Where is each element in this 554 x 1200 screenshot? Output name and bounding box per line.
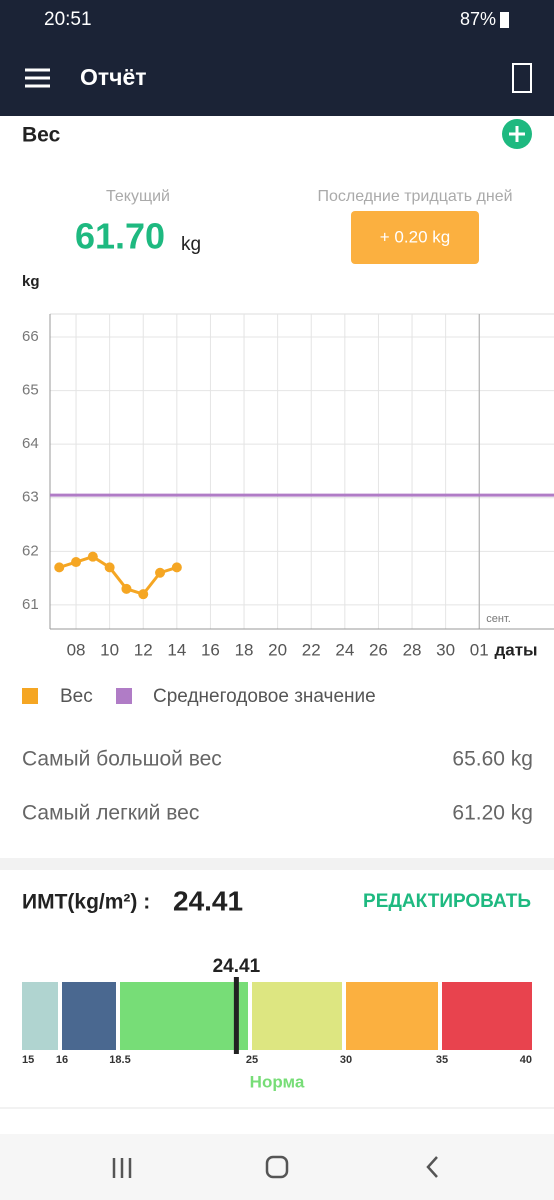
legend-swatch [116, 688, 132, 704]
bmi-bound-label: 15 [22, 1054, 34, 1066]
x-tick-label: 01 [470, 640, 489, 659]
y-tick-label: 61 [22, 596, 39, 613]
bmi-segment [442, 982, 532, 1050]
bmi-bound-label: 35 [436, 1054, 448, 1066]
data-point [87, 551, 98, 562]
bmi-segment [252, 982, 342, 1050]
bmi-label: ИМТ(kg/m²) : [22, 891, 150, 914]
battery: 87% [460, 9, 496, 29]
bmi-value: 24.41 [173, 885, 243, 916]
stat-value: 61.20 kg [452, 802, 533, 825]
x-tick-label: 28 [403, 640, 422, 659]
x-tick-label: 14 [167, 640, 186, 659]
bmi-bound-label: 25 [246, 1054, 258, 1066]
x-tick-label: 24 [335, 640, 354, 659]
stat-value: 65.60 kg [452, 748, 533, 771]
bmi-bound-label: 18.5 [109, 1054, 130, 1066]
bmi-category: Норма [250, 1072, 305, 1091]
data-point [171, 562, 182, 573]
change-label: Последние тридцать дней [317, 188, 512, 205]
bmi-segment [346, 982, 438, 1050]
data-point [155, 567, 166, 578]
x-tick-label: 08 [67, 640, 86, 659]
stat-label: Самый легкий вес [22, 802, 199, 825]
x-tick-label: 12 [134, 640, 153, 659]
edit-button[interactable]: РЕДАКТИРОВАТЬ [363, 891, 531, 912]
x-tick-label: 22 [302, 640, 321, 659]
data-point [121, 583, 132, 594]
y-tick-label: 65 [22, 382, 39, 399]
stat-label: Самый большой вес [22, 748, 222, 771]
y-axis-label: kg [22, 273, 40, 290]
x-tick-label: 10 [100, 640, 119, 659]
y-tick-label: 64 [22, 435, 39, 452]
bmi-scale: 15 16 18.5 25 30 35 40 24.41 [22, 956, 532, 1066]
bmi-bound-label: 16 [56, 1054, 68, 1066]
home-button[interactable] [265, 1155, 289, 1179]
annotation: сент. [486, 613, 511, 625]
y-tick-label: 63 [22, 489, 39, 506]
recent-apps-button[interactable] [112, 1158, 132, 1178]
chart: 61 62 63 64 65 66 08 10 12 14 16 18 20 22 24 26 28 30 01 се… [22, 313, 554, 659]
x-axis-label: даты [494, 640, 537, 659]
app-title: Отчёт [80, 64, 147, 90]
nav-bar [0, 1134, 554, 1200]
legend-swatch [22, 688, 38, 704]
current-label: Текущий [106, 188, 170, 205]
divider [0, 858, 554, 870]
y-tick-label: 66 [22, 328, 39, 345]
x-tick-label: 18 [235, 640, 254, 659]
battery-icon [500, 12, 509, 28]
data-point [104, 562, 115, 573]
ad-button[interactable] [512, 63, 532, 93]
x-tick-label: 30 [436, 640, 455, 659]
change-badge [351, 211, 479, 264]
section-title: Вес [22, 124, 61, 147]
bmi-segment [120, 982, 248, 1050]
data-point [54, 562, 65, 573]
change-value: + 0.20 kg [380, 227, 450, 246]
bmi-bound-label: 40 [520, 1054, 532, 1066]
x-tick-label: 16 [201, 640, 220, 659]
bmi-bound-label: 30 [340, 1054, 352, 1066]
current-unit: kg [181, 234, 201, 255]
data-point [71, 557, 82, 568]
clock: 20:51 [44, 9, 92, 30]
legend-label: Среднегодовое значение [153, 686, 376, 707]
y-tick-label: 62 [22, 542, 39, 559]
x-tick-label: 26 [369, 640, 388, 659]
add-button[interactable] [502, 119, 532, 149]
bmi-segment [22, 982, 58, 1050]
current-value: 61.70 [75, 216, 165, 257]
x-tick-label: 20 [268, 640, 287, 659]
bmi-segment [62, 982, 116, 1050]
legend-label: Вес [60, 686, 93, 707]
app-header [0, 0, 554, 116]
back-button[interactable] [426, 1156, 438, 1178]
menu-button[interactable] [25, 68, 50, 88]
bmi-marker-label: 24.41 [213, 956, 261, 977]
data-point [138, 589, 149, 600]
